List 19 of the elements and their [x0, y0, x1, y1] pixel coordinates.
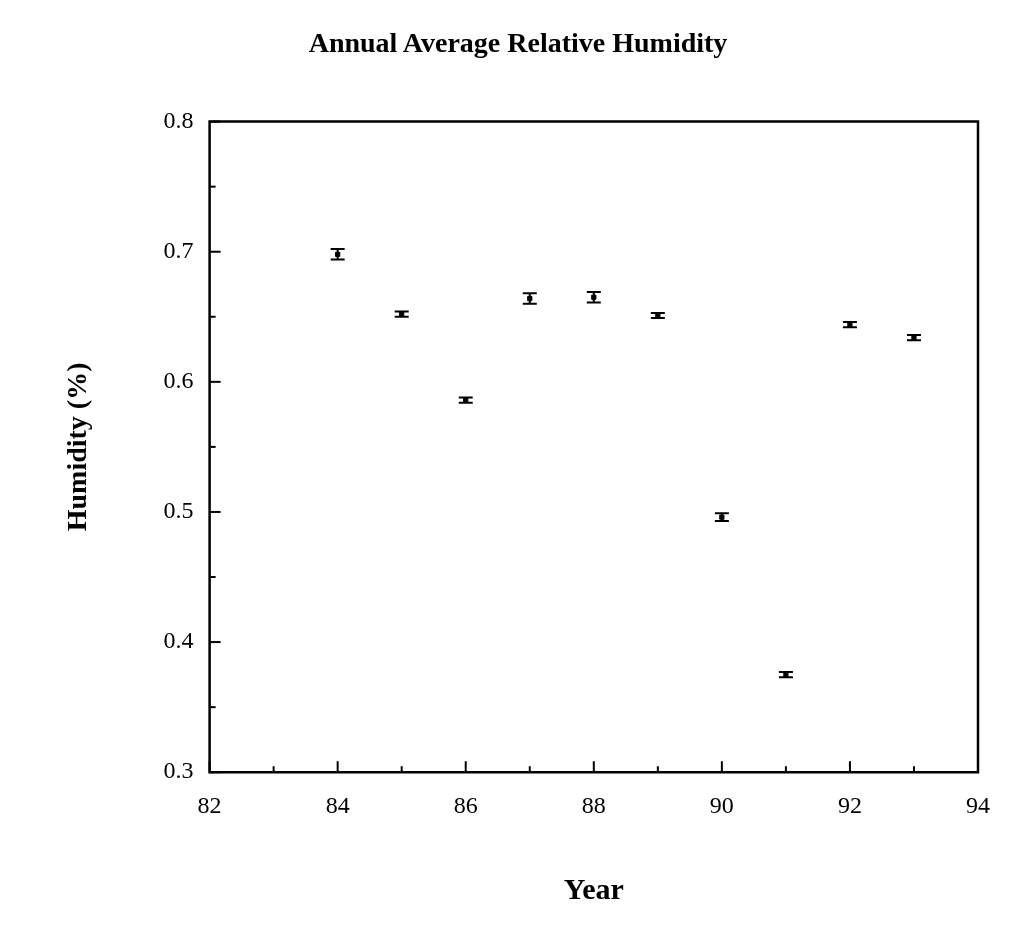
y-tick-label: 0.8	[163, 106, 194, 133]
point	[463, 397, 469, 403]
y-tick-label: 0.7	[163, 237, 194, 264]
y-tick-label: 0.3	[163, 757, 194, 784]
x-tick-label: 94	[966, 791, 990, 818]
x-tick-label: 84	[325, 791, 350, 818]
x-tick-label: 90	[709, 791, 734, 818]
y-tick-label: 0.4	[163, 627, 194, 654]
y-tick-label: 0.6	[163, 367, 194, 394]
x-tick-label: 88	[581, 791, 606, 818]
point	[719, 514, 725, 520]
x-tick-label: 92	[837, 791, 862, 818]
x-tick-label: 86	[453, 791, 478, 818]
y-tick-label: 0.5	[163, 497, 194, 524]
point	[399, 311, 405, 317]
x-tick-label: 82	[197, 791, 222, 818]
chart-title: Annual Average Relative Humidity	[308, 27, 728, 59]
y-axis-title: Humidity (%)	[61, 362, 93, 532]
x-axis-title: Year	[563, 871, 624, 905]
